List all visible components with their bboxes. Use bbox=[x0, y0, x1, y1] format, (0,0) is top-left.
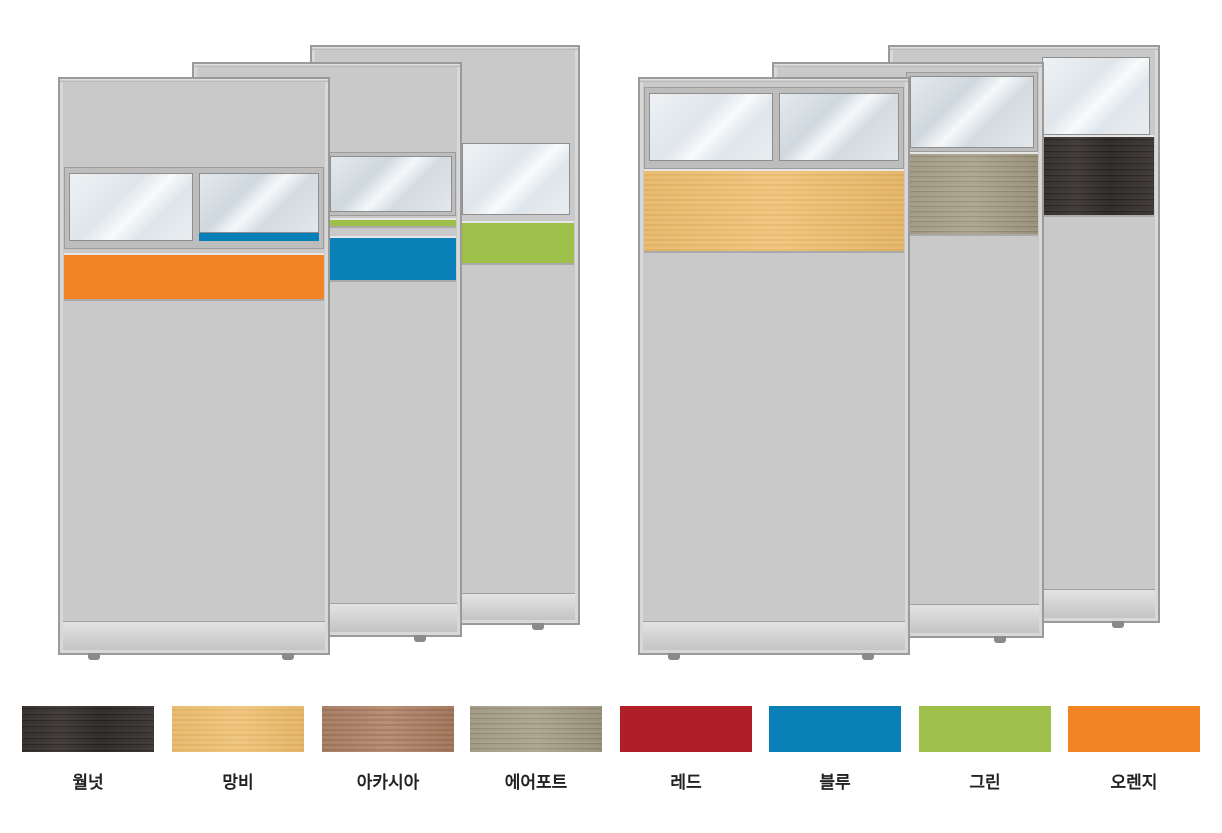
swatch-maple bbox=[172, 706, 304, 752]
accent-strip-blue bbox=[326, 236, 456, 282]
panel-base bbox=[63, 621, 325, 650]
panel-foot bbox=[414, 635, 426, 642]
panel-foot bbox=[994, 636, 1006, 643]
accent-strip-orange bbox=[64, 253, 324, 301]
swatch-walnut bbox=[22, 706, 154, 752]
swatch-label-airport: 에어포트 bbox=[504, 773, 568, 793]
panel-foot bbox=[532, 623, 544, 630]
swatch-orange bbox=[1068, 706, 1200, 752]
accent-strip-green bbox=[462, 221, 574, 265]
glass-window bbox=[462, 143, 570, 215]
panel-foot bbox=[282, 653, 294, 660]
glass-frame bbox=[326, 152, 456, 216]
glass-window-right bbox=[779, 93, 899, 161]
glass-window-right bbox=[199, 173, 319, 233]
swatch-label-green: 그린 bbox=[969, 773, 1001, 793]
swatch-label-orange: 오렌지 bbox=[1110, 773, 1158, 793]
partition-panel-orange bbox=[58, 77, 330, 660]
glass-window bbox=[910, 76, 1034, 148]
glass-window-left bbox=[649, 93, 773, 161]
swatch-green bbox=[919, 706, 1051, 752]
glass-frame bbox=[64, 167, 324, 249]
accent-strip-airport bbox=[906, 152, 1038, 236]
swatch-label-red: 레드 bbox=[670, 773, 702, 793]
swatch-label-walnut: 월넛 bbox=[72, 773, 104, 793]
swatch-label-maple: 망비 bbox=[222, 773, 254, 793]
panel-foot bbox=[668, 653, 680, 660]
swatch-blue bbox=[769, 706, 901, 752]
glass-window bbox=[1042, 57, 1150, 135]
accent-strip-blue-edge bbox=[199, 233, 319, 241]
glass-window bbox=[330, 156, 452, 212]
partition-panel-maple bbox=[638, 77, 910, 660]
swatch-acacia bbox=[322, 706, 454, 752]
accent-strip-maple bbox=[644, 169, 904, 253]
accent-strip-green-edge bbox=[326, 218, 456, 228]
swatch-airport bbox=[470, 706, 602, 752]
panel-foot bbox=[88, 653, 100, 660]
glass-frame bbox=[644, 87, 904, 169]
panel-foot bbox=[1112, 621, 1124, 628]
glass-frame bbox=[906, 72, 1038, 152]
panel-base bbox=[643, 621, 905, 650]
swatch-label-acacia: 아카시아 bbox=[356, 773, 420, 793]
panel-foot bbox=[862, 653, 874, 660]
glass-window-left bbox=[69, 173, 193, 241]
swatch-label-blue: 블루 bbox=[819, 773, 851, 793]
swatch-red bbox=[620, 706, 752, 752]
accent-strip-walnut bbox=[1042, 135, 1154, 217]
